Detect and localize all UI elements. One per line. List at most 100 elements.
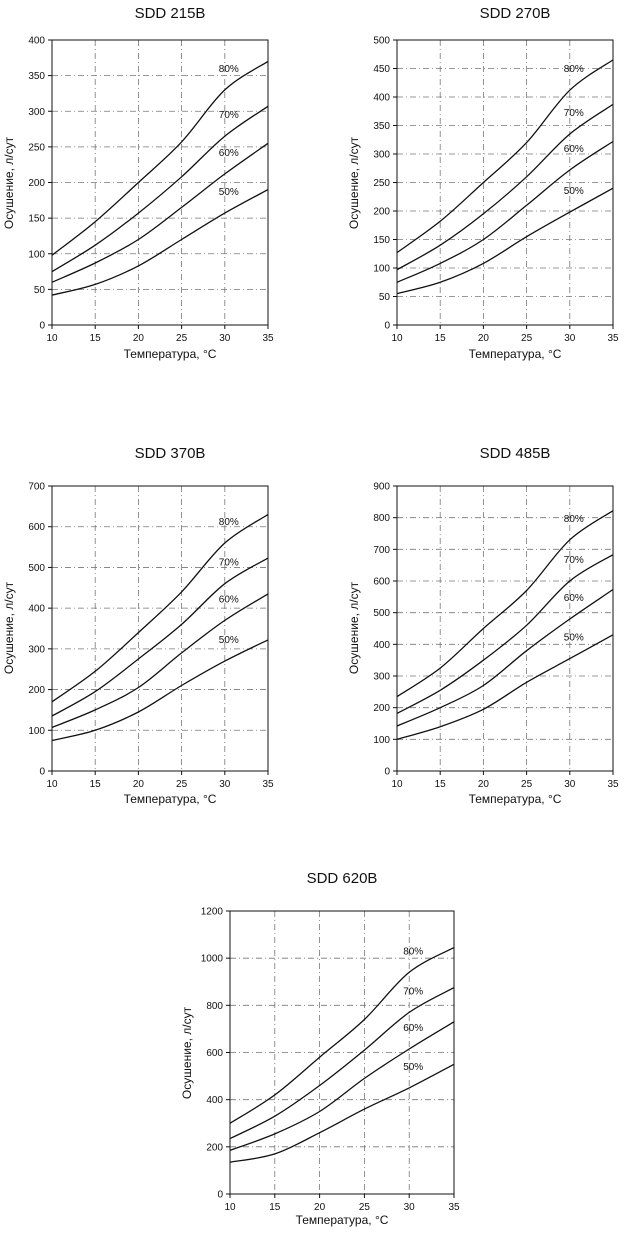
plot-frame bbox=[396, 485, 614, 772]
series-line bbox=[229, 947, 455, 1124]
series-label: 80% bbox=[403, 946, 423, 957]
series-line bbox=[51, 513, 269, 703]
y-tick-label: 0 bbox=[384, 321, 390, 332]
y-tick-label: 200 bbox=[206, 1142, 223, 1153]
y-tick-label: 800 bbox=[206, 1001, 223, 1012]
x-axis-label: Температура, °С bbox=[295, 1213, 389, 1227]
series-line bbox=[396, 588, 614, 727]
x-tick-label: 10 bbox=[391, 779, 403, 790]
y-tick-label: 600 bbox=[206, 1048, 223, 1059]
y-tick-label: 250 bbox=[28, 142, 45, 153]
x-tick-label: 15 bbox=[90, 779, 102, 790]
chart-title: SDD 215B bbox=[134, 5, 206, 22]
chart-svg: 0 100 200 300 400 500 600 700 10 15 20 25 30 35 80% 70%… bbox=[28, 482, 274, 791]
y-tick-label: 700 bbox=[28, 482, 45, 493]
chart-svg: 0 100 200 300 400 500 600 700 800 900 10 15 20 25 30 35… bbox=[373, 482, 619, 791]
y-tick-label: 300 bbox=[373, 672, 390, 683]
y-tick-label: 100 bbox=[373, 264, 390, 275]
series-line bbox=[396, 554, 614, 714]
series-label: 80% bbox=[219, 517, 239, 528]
y-tick-label: 600 bbox=[373, 577, 390, 588]
series-line bbox=[51, 557, 269, 717]
y-tick-label: 200 bbox=[28, 685, 45, 696]
x-tick-label: 35 bbox=[448, 1202, 460, 1213]
chart-panel-sdd-270b: SDD 270B 0 50 100 150 200 250 300 350 400 450 500 1… bbox=[320, 0, 641, 400]
y-tick-label: 350 bbox=[28, 71, 45, 82]
series-label: 80% bbox=[219, 64, 239, 75]
x-tick-label: 10 bbox=[46, 333, 58, 344]
x-tick-label: 35 bbox=[262, 333, 274, 344]
y-tick-label: 0 bbox=[39, 767, 45, 778]
y-tick-label: 300 bbox=[373, 150, 390, 161]
y-tick-label: 300 bbox=[28, 107, 45, 118]
series-line bbox=[229, 1021, 455, 1152]
y-tick-label: 200 bbox=[28, 178, 45, 189]
y-tick-label: 500 bbox=[373, 608, 390, 619]
series-line bbox=[396, 59, 614, 254]
series-line bbox=[396, 140, 614, 283]
series-label: 70% bbox=[219, 110, 239, 121]
x-axis-label: Температура, °С bbox=[123, 792, 217, 806]
x-tick-label: 20 bbox=[133, 333, 145, 344]
y-tick-label: 150 bbox=[28, 214, 45, 225]
x-tick-label: 15 bbox=[90, 333, 102, 344]
series-label: 50% bbox=[564, 186, 584, 197]
series-line bbox=[51, 105, 269, 273]
y-tick-label: 350 bbox=[373, 121, 390, 132]
y-tick-label: 800 bbox=[373, 513, 390, 524]
series-label: 80% bbox=[564, 64, 584, 75]
x-tick-label: 30 bbox=[219, 779, 231, 790]
series-label: 70% bbox=[403, 986, 423, 997]
x-tick-label: 10 bbox=[224, 1202, 236, 1213]
series-line bbox=[51, 593, 269, 729]
series-line bbox=[51, 60, 269, 256]
y-tick-label: 250 bbox=[373, 178, 390, 189]
series-label: 70% bbox=[564, 555, 584, 566]
y-tick-label: 150 bbox=[373, 235, 390, 246]
y-tick-label: 0 bbox=[217, 1190, 223, 1201]
series-line bbox=[229, 987, 455, 1140]
x-tick-label: 25 bbox=[176, 779, 188, 790]
x-tick-label: 25 bbox=[521, 333, 533, 344]
y-tick-label: 1000 bbox=[201, 954, 224, 965]
y-axis-label: Осушение, л/сут bbox=[347, 136, 361, 230]
x-tick-label: 15 bbox=[435, 333, 447, 344]
chart-panel-sdd-370b: SDD 370B 0 100 200 300 400 500 600 700 10 15 20 25 3… bbox=[0, 440, 320, 840]
x-axis-label: Температура, °С bbox=[468, 792, 562, 806]
series-label: 70% bbox=[219, 558, 239, 569]
series-line bbox=[396, 510, 614, 698]
y-tick-label: 100 bbox=[28, 249, 45, 260]
y-tick-label: 200 bbox=[373, 703, 390, 714]
y-tick-label: 400 bbox=[373, 640, 390, 651]
y-axis-label: Осушение, л/сут bbox=[2, 136, 16, 230]
series-label: 60% bbox=[564, 593, 584, 604]
series-line bbox=[51, 142, 269, 283]
y-tick-label: 0 bbox=[384, 767, 390, 778]
x-tick-label: 10 bbox=[46, 779, 58, 790]
y-tick-label: 900 bbox=[373, 482, 390, 493]
y-tick-label: 400 bbox=[28, 604, 45, 615]
x-tick-label: 35 bbox=[607, 779, 619, 790]
series-label: 50% bbox=[219, 635, 239, 646]
y-axis-label: Осушение, л/сут bbox=[347, 581, 361, 675]
x-tick-label: 25 bbox=[521, 779, 533, 790]
series-line bbox=[229, 1063, 455, 1163]
y-tick-label: 450 bbox=[373, 64, 390, 75]
y-tick-label: 100 bbox=[28, 726, 45, 737]
y-tick-label: 400 bbox=[206, 1095, 223, 1106]
chart-panel-sdd-620b: SDD 620B 0 200 400 600 800 1000 1200 10 15 20 25 30… bbox=[160, 865, 480, 1239]
y-tick-label: 1200 bbox=[201, 907, 224, 918]
chart-svg: 0 50 100 150 200 250 300 350 400 10 15 20 25 30 35 80% 7… bbox=[28, 36, 274, 345]
y-tick-label: 500 bbox=[373, 36, 390, 47]
x-tick-label: 20 bbox=[478, 333, 490, 344]
series-label: 50% bbox=[219, 187, 239, 198]
chart-svg: 0 200 400 600 800 1000 1200 10 15 20 25 30 35 80% 70% 6… bbox=[201, 907, 460, 1214]
series-line bbox=[51, 189, 269, 296]
y-tick-label: 400 bbox=[373, 93, 390, 104]
chart-svg: 0 50 100 150 200 250 300 350 400 450 500 10 15 20 25 30… bbox=[373, 36, 619, 345]
series-line bbox=[396, 634, 614, 740]
y-tick-label: 100 bbox=[373, 735, 390, 746]
y-tick-label: 0 bbox=[39, 321, 45, 332]
series-line bbox=[396, 187, 614, 295]
series-label: 60% bbox=[219, 148, 239, 159]
